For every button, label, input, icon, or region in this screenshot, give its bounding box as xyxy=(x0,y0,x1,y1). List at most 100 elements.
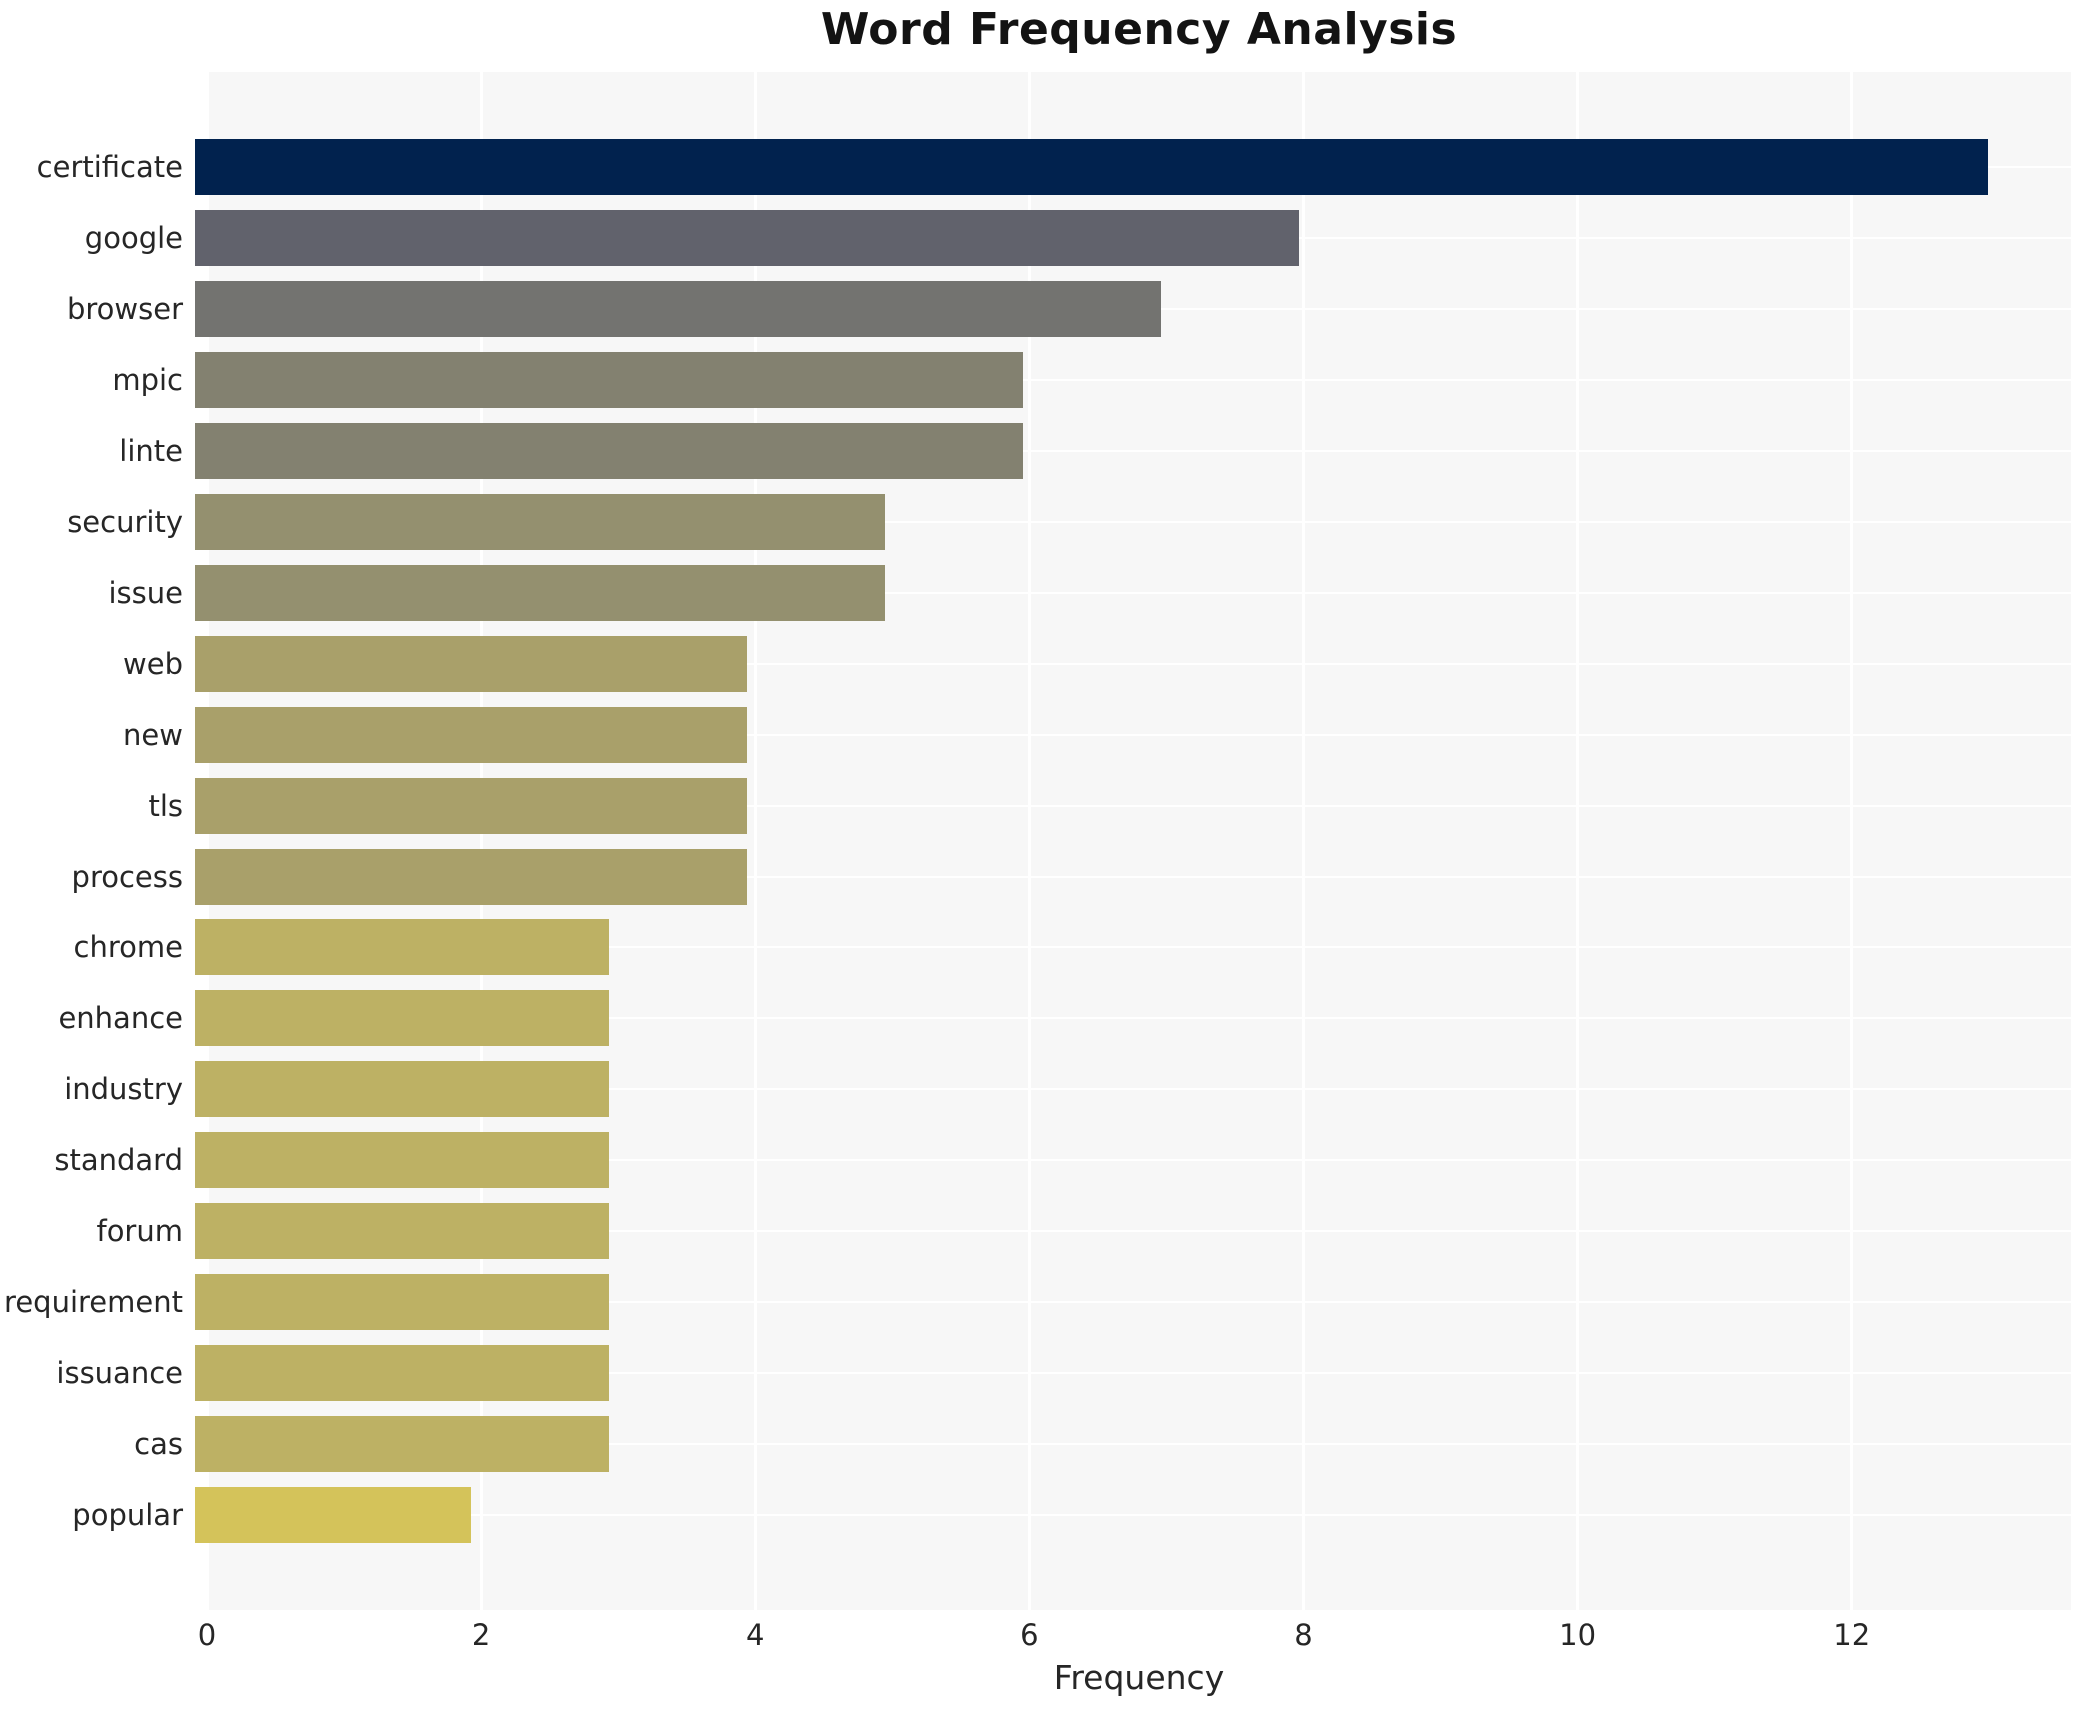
y-tick-label-tls: tls xyxy=(148,788,183,823)
bar-linte xyxy=(195,423,1023,480)
bar-track xyxy=(195,699,2071,770)
bar-row: chrome xyxy=(0,912,2071,983)
bar-industry xyxy=(195,1061,609,1118)
bar-row: certificate xyxy=(0,132,2071,203)
gridline-y xyxy=(195,662,2071,665)
bar-track xyxy=(195,487,2071,558)
gridline-y xyxy=(195,875,2071,878)
y-tick-label-popular: popular xyxy=(72,1497,183,1532)
bar-track xyxy=(195,912,2071,983)
gridline-y xyxy=(195,1371,2071,1374)
x-tick-label-10: 10 xyxy=(1559,1618,1597,1652)
bar-security xyxy=(195,493,885,550)
bar-row: issue xyxy=(0,557,2071,628)
y-tick-label-industry: industry xyxy=(64,1072,183,1107)
y-tick-label-process: process xyxy=(71,859,183,894)
bar-row: browser xyxy=(0,274,2071,345)
bar-row: linte xyxy=(0,416,2071,487)
y-tick-label-issuance: issuance xyxy=(56,1355,183,1390)
gridline-y xyxy=(195,379,2071,382)
gridline-y xyxy=(195,450,2071,453)
bar-issuance xyxy=(195,1344,609,1401)
gridline-y xyxy=(195,1442,2071,1445)
y-tick-label-security: security xyxy=(67,504,183,539)
bar-row: forum xyxy=(0,1196,2071,1267)
bar-track xyxy=(195,1196,2071,1267)
gridline-y xyxy=(195,1159,2071,1162)
bar-track xyxy=(195,841,2071,912)
y-tick-label-new: new xyxy=(123,717,183,752)
bar-row: cas xyxy=(0,1408,2071,1479)
bar-popular xyxy=(195,1486,471,1543)
gridline-x-4 xyxy=(753,72,757,1610)
bar-row: new xyxy=(0,699,2071,770)
bar-enhance xyxy=(195,990,609,1047)
y-tick-label-mpic: mpic xyxy=(112,363,183,398)
x-axis: 0 2 4 6 8 10 12 xyxy=(198,1614,2071,1658)
bar-row: enhance xyxy=(0,983,2071,1054)
y-tick-label-certificate: certificate xyxy=(36,150,183,185)
bar-track xyxy=(195,274,2071,345)
bar-standard xyxy=(195,1132,609,1189)
gridline-y xyxy=(195,1088,2071,1091)
gridline-x-12 xyxy=(1850,72,1854,1610)
x-tick-label-0: 0 xyxy=(197,1618,217,1652)
bar-track xyxy=(195,132,2071,203)
bar-track xyxy=(195,628,2071,699)
bar-web xyxy=(195,635,747,692)
bar-chrome xyxy=(195,919,609,976)
y-tick-label-standard: standard xyxy=(54,1143,183,1178)
bar-track xyxy=(195,1267,2071,1338)
gridline-y xyxy=(195,946,2071,949)
chart-title: Word Frequency Analysis xyxy=(820,4,1458,55)
bar-track xyxy=(195,203,2071,274)
bar-cas xyxy=(195,1415,609,1472)
bar-row: tls xyxy=(0,770,2071,841)
gridline-y xyxy=(195,591,2071,594)
bar-rows: certificate google browser mpic linte xyxy=(0,72,2071,1610)
bar-track xyxy=(195,1408,2071,1479)
gridline-y xyxy=(195,733,2071,736)
bar-track xyxy=(195,770,2071,841)
y-tick-label-google: google xyxy=(84,221,183,256)
x-tick-label-6: 6 xyxy=(1020,1618,1039,1652)
y-tick-label-issue: issue xyxy=(108,575,184,610)
bar-certificate xyxy=(195,139,1989,196)
bar-track xyxy=(195,1125,2071,1196)
bar-track xyxy=(195,1054,2071,1125)
x-axis-label: Frequency xyxy=(1053,1658,1225,1697)
gridline-x-8 xyxy=(1301,72,1305,1610)
bar-track xyxy=(195,345,2071,416)
bar-row: requirement xyxy=(0,1267,2071,1338)
x-tick-label-2: 2 xyxy=(471,1618,491,1652)
bar-row: standard xyxy=(0,1125,2071,1196)
gridline-y xyxy=(195,1017,2071,1020)
y-tick-label-web: web xyxy=(123,646,183,681)
gridline-y xyxy=(195,1300,2071,1303)
bar-issue xyxy=(195,564,885,621)
gridline-y xyxy=(195,804,2071,807)
bar-google xyxy=(195,210,1299,267)
bar-track xyxy=(195,1337,2071,1408)
bar-row: industry xyxy=(0,1054,2071,1125)
bar-row: google xyxy=(0,203,2071,274)
gridline-y xyxy=(195,1513,2071,1516)
bar-row: security xyxy=(0,487,2071,558)
y-tick-label-linte: linte xyxy=(119,434,183,469)
y-tick-label-enhance: enhance xyxy=(58,1001,183,1036)
bar-forum xyxy=(195,1203,609,1260)
gridline-x-6 xyxy=(1027,72,1031,1610)
y-tick-label-chrome: chrome xyxy=(73,930,183,965)
bar-mpic xyxy=(195,352,1023,409)
bar-row: process xyxy=(0,841,2071,912)
x-tick-label-12: 12 xyxy=(1833,1618,1871,1652)
x-tick-label-4: 4 xyxy=(746,1618,765,1652)
bar-row: web xyxy=(0,628,2071,699)
x-tick-label-8: 8 xyxy=(1294,1618,1313,1652)
gridline-x-0 xyxy=(205,72,209,1610)
bar-row: mpic xyxy=(0,345,2071,416)
y-tick-label-requirement: requirement xyxy=(4,1284,183,1319)
bar-row: issuance xyxy=(0,1337,2071,1408)
bar-track xyxy=(195,1479,2071,1550)
